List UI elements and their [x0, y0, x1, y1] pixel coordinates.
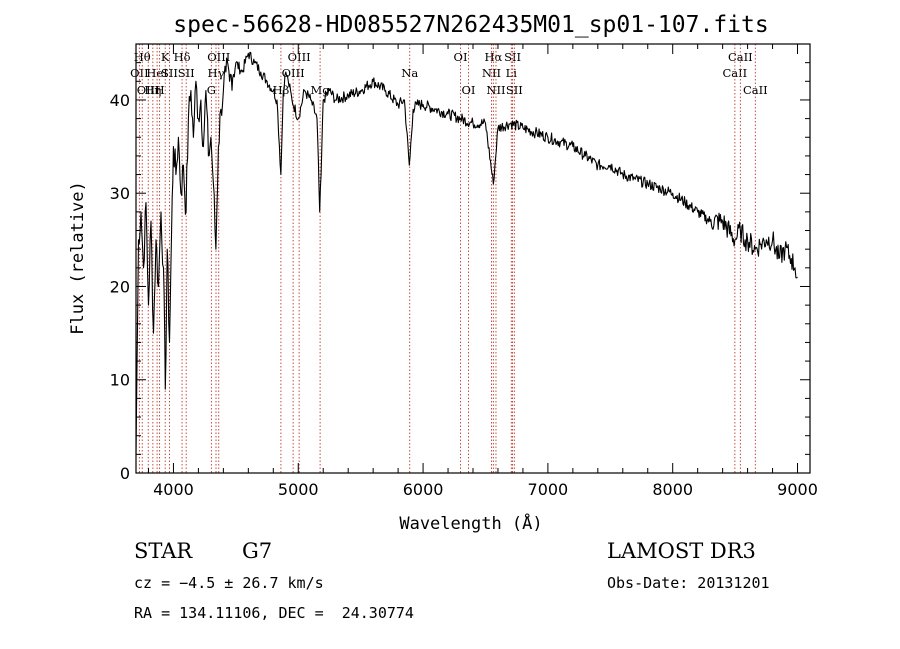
- line-marker-label: H: [155, 83, 165, 97]
- emission-line-markers: OIIHθOIIIHηHeIHKSIIHδSIIGHγOIIIHβOIIIOII…: [130, 44, 768, 473]
- line-marker-label: NII: [486, 83, 505, 97]
- line-marker-label: OI: [454, 50, 468, 64]
- line-marker-label: OIII: [288, 50, 311, 64]
- line-marker-label: Hβ: [273, 83, 290, 97]
- y-tick-label: 30: [110, 184, 130, 203]
- line-marker-label: Hγ: [208, 66, 225, 80]
- line-marker-label: OI: [462, 83, 476, 97]
- object-class: STAR: [134, 539, 193, 563]
- line-marker-label: OIII: [137, 83, 160, 97]
- line-marker-label: OII: [130, 66, 149, 80]
- line-marker-label: Hθ: [134, 50, 151, 64]
- spectral-subclass: G7: [242, 539, 273, 563]
- line-marker-label: OIII: [207, 50, 230, 64]
- line-marker-label: SII: [506, 83, 523, 97]
- y-axis-label: Flux (relative): [68, 181, 88, 335]
- line-marker-label: Li: [506, 66, 518, 80]
- line-marker-label: CaII: [743, 83, 768, 97]
- line-marker-label: HeI: [146, 66, 167, 80]
- line-marker-label: SII: [504, 50, 521, 64]
- x-axis-label: Wavelength (Å): [399, 512, 542, 534]
- plot-frame: [135, 43, 811, 474]
- x-tick-label: 8000: [652, 480, 693, 499]
- x-tick-label: 9000: [777, 480, 818, 499]
- line-marker-label: Mg: [311, 83, 331, 97]
- line-marker-label: G: [207, 83, 216, 97]
- axis-ticks: 4000 5000 6000 7000 8000 9000 0 10 20 30 40: [110, 44, 818, 499]
- observation-date: Obs-Date: 20131201: [607, 574, 770, 592]
- redshift-velocity: cz = −4.5 ± 26.7 km/s: [134, 574, 324, 592]
- y-tick-label: 10: [110, 371, 130, 390]
- line-marker-label: NII: [482, 66, 501, 80]
- y-tick-label: 0: [120, 464, 130, 483]
- chart-title: spec-56628-HD085527N262435M01_sp01-107.f…: [173, 12, 768, 38]
- line-marker-label: K: [161, 50, 170, 64]
- spectrum-line: [135, 51, 798, 455]
- sky-coordinates: RA = 134.11106, DEC = 24.30774: [134, 604, 414, 622]
- line-marker-label: SII: [161, 66, 178, 80]
- line-marker-label: CaII: [728, 50, 753, 64]
- survey-name: LAMOST DR3: [607, 539, 756, 563]
- line-marker-label: CaII: [722, 66, 747, 80]
- x-tick-label: 7000: [528, 480, 569, 499]
- x-tick-label: 5000: [278, 480, 319, 499]
- line-marker-label: Na: [401, 66, 418, 80]
- y-tick-label: 40: [110, 91, 130, 110]
- x-tick-label: 4000: [153, 480, 194, 499]
- x-tick-label: 6000: [403, 480, 444, 499]
- line-marker-label: SII: [178, 66, 195, 80]
- line-marker-label: Hδ: [174, 50, 191, 64]
- line-marker-label: Hα: [484, 50, 502, 64]
- y-tick-label: 20: [110, 277, 130, 296]
